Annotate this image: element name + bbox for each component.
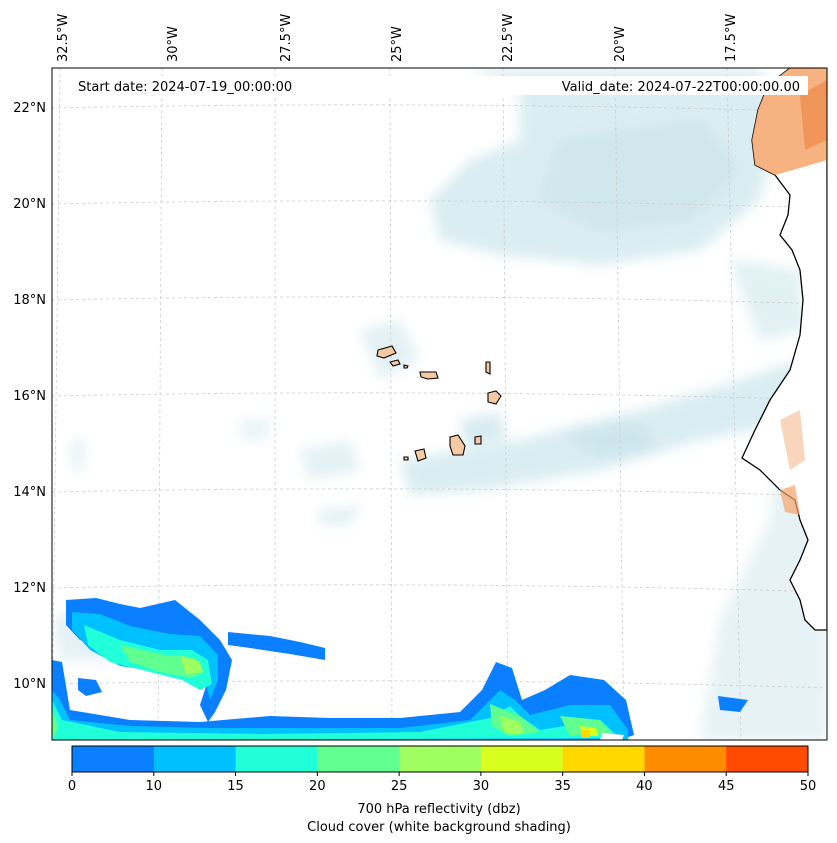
- island-sal: [485, 361, 491, 375]
- colorbar-segment: [480, 746, 564, 772]
- island-boa-vista: [487, 390, 502, 405]
- colorbar-frame: [71, 745, 809, 773]
- colorbar-segment: [317, 746, 400, 772]
- start-date-label: Start date: 2024-07-19_00:00:00: [78, 80, 292, 95]
- lat-label-12n: 12°N: [13, 581, 46, 596]
- lat-label-22n: 22°N: [13, 101, 46, 116]
- colorbar-segment: [153, 746, 237, 772]
- island-brava: [403, 456, 409, 461]
- lat-label-16n: 16°N: [13, 389, 46, 404]
- island-maio: [474, 435, 482, 445]
- map-frame: [51, 67, 828, 741]
- lon-label-27-5w: 27.5°W: [279, 14, 294, 62]
- gridlines: [52, 68, 827, 740]
- colorbar-label-line2: Cloud cover (white background shading): [307, 820, 571, 835]
- reflectivity-contours: [52, 598, 748, 740]
- colorbar-tick-label: 50: [800, 779, 817, 794]
- map-area: [52, 68, 827, 740]
- colorbar-tick-label: 30: [473, 779, 490, 794]
- colorbar-segment: [726, 746, 809, 772]
- lat-label-18n: 18°N: [13, 293, 46, 308]
- latitude-labels: 22°N 20°N 18°N 16°N 14°N 12°N 10°N: [13, 101, 46, 692]
- island-fogo: [414, 448, 427, 462]
- colorbar: 0 10 15 20 25 30 35 40 45 50: [68, 745, 817, 794]
- colorbar-label-line1: 700 hPa reflectivity (dbz): [357, 802, 520, 817]
- colorbar-tick-label: 35: [554, 779, 571, 794]
- lon-label-32-5w: 32.5°W: [56, 14, 71, 62]
- colorbar-tick-label: 40: [636, 779, 653, 794]
- island-santa-luzia: [403, 364, 409, 369]
- colorbar-segment: [235, 746, 318, 772]
- colorbar-tick-label: 10: [146, 779, 163, 794]
- lat-label-10n: 10°N: [13, 677, 46, 692]
- colorbar-segment: [72, 746, 155, 772]
- colorbar-segment: [399, 746, 482, 772]
- colorbar-segment: [562, 746, 645, 772]
- colorbar-segment: [644, 746, 727, 772]
- lon-label-22-5w: 22.5°W: [501, 14, 516, 62]
- lat-label-20n: 20°N: [13, 197, 46, 212]
- island-sao-nicolau: [419, 371, 439, 380]
- lon-label-30w: 30°W: [166, 26, 181, 62]
- lon-label-20w: 20°W: [613, 26, 628, 62]
- cape-verde-islands: [376, 345, 502, 462]
- lon-label-17-5w: 17.5°W: [724, 14, 739, 62]
- colorbar-tick-label: 0: [68, 779, 76, 794]
- colorbar-tick-label: 25: [391, 779, 408, 794]
- island-santiago: [449, 434, 466, 456]
- west-africa-coast: [741, 68, 827, 631]
- longitude-labels: 32.5°W 30°W 27.5°W 25°W 22.5°W 20°W 17.5…: [56, 14, 739, 62]
- island-sao-vicente: [389, 359, 401, 367]
- colorbar-tick-label: 15: [227, 779, 244, 794]
- lon-label-25w: 25°W: [390, 26, 405, 62]
- island-santo-antao: [376, 345, 397, 359]
- lat-label-14n: 14°N: [13, 485, 46, 500]
- colorbar-tick-label: 45: [718, 779, 735, 794]
- colorbar-tick-label: 20: [309, 779, 326, 794]
- date-header-box: [70, 76, 808, 95]
- valid-date-label: Valid_date: 2024-07-22T00:00:00.00: [562, 80, 800, 95]
